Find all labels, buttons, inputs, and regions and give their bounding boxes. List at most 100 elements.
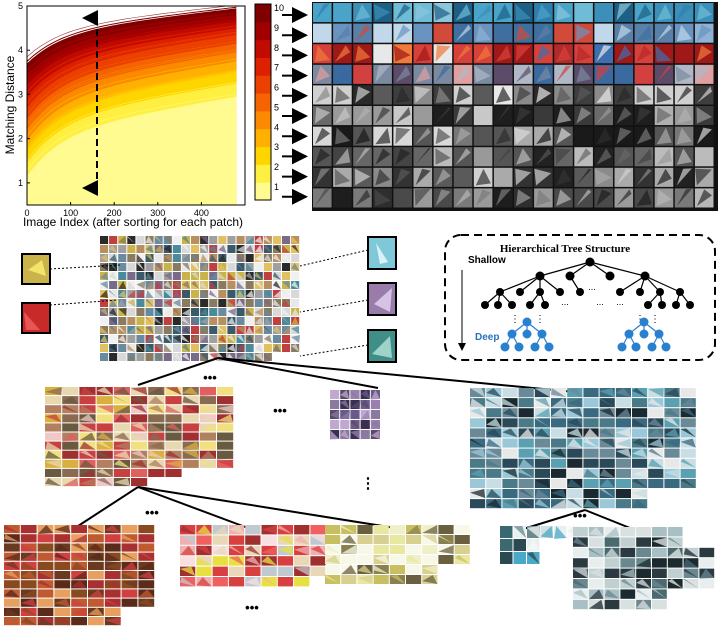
mosaic-texture [54,580,71,589]
patch-texture [415,107,431,124]
mosaic-texture [341,525,357,534]
patch-texture [576,45,592,62]
mosaic-texture [191,335,200,343]
patch-texture [415,4,431,21]
mosaic-cell [209,299,218,307]
mosaic-texture [217,414,234,423]
patch-texture [495,127,511,145]
mosaic-texture [422,555,438,564]
mosaic-texture [79,423,96,432]
mosaic-cell [4,598,20,607]
mosaic-texture [632,499,648,509]
mosaic-texture [113,414,130,423]
mosaic-cell [325,525,341,534]
mosaic-cell [636,527,651,537]
mosaic-texture [330,410,340,419]
patch-texture [475,4,491,21]
mosaic-cell [209,236,218,244]
mosaic-cell [236,317,245,325]
tree-node [537,329,547,339]
patch-texture [455,127,471,145]
mosaic-texture [163,299,173,307]
mosaic-cell [282,272,291,280]
mosaic-texture [599,478,615,488]
mosaic-cell [422,545,438,554]
mosaic-texture [228,545,245,556]
patch-texture [375,45,391,62]
mosaic-texture [282,254,291,262]
ellipsis-mark: ••• [245,600,259,615]
mosaic-cell [664,448,680,458]
patch-texture [696,107,712,124]
mosaic-texture [104,598,121,607]
mosaic-texture [263,290,272,298]
x-tick-label: 0 [24,208,29,218]
mosaic-texture [389,535,405,544]
y-axis-ticks: 1 2 3 4 5 [18,1,30,188]
mosaic-texture [254,281,263,289]
mosaic-texture [527,539,540,551]
mosaic-cell [209,335,218,343]
mosaic-cell [138,525,155,534]
mosaic-texture [236,272,245,281]
mosaic-cell [310,566,326,576]
mosaic-cell [37,598,54,607]
tree-node [640,271,650,281]
patch-texture [395,4,411,21]
patch-texture [335,65,351,83]
patch-texture [475,168,491,186]
mosaic-texture [263,326,272,334]
vertical-ellipsis-mark: ⋮ [361,475,376,492]
mosaic-cell [551,428,567,438]
patch-texture [655,45,672,62]
mosaic-texture [291,245,300,253]
mosaic-texture [680,428,696,438]
mosaic-texture [636,599,651,610]
mosaic-texture [502,408,518,418]
mosaic-texture [632,478,648,488]
mosaic-texture [282,326,291,334]
patch-texture [375,107,391,124]
patch-texture [676,86,692,103]
mosaic-texture [172,335,181,343]
mosaic-cell [165,432,182,441]
mosaic-texture [236,245,246,253]
tree-node [672,301,680,309]
x-axis-label: Image Index (after sorting for each patc… [23,215,243,229]
patch-texture [516,65,532,83]
mosaic-texture [4,589,20,598]
mosaic-cell [588,579,604,589]
tree-edge [499,275,541,293]
patch-texture [675,65,692,83]
patch-texture [315,3,331,21]
patch-texture [355,86,371,103]
mosaic-texture [136,290,145,298]
patch-texture [536,107,552,124]
colorbar-tick-label: 4 [274,122,279,132]
mosaic-texture [648,438,664,448]
mosaic-cell [100,353,109,361]
mosaic-cell [680,388,696,398]
mosaic-cell [228,566,245,576]
tree-vertical-dots: ⋮ [635,314,645,325]
mosaic-texture [218,272,227,280]
mosaic-texture [218,317,227,325]
mosaic-texture [109,290,118,298]
patch-texture [576,168,592,186]
mosaic-cell [131,441,148,450]
mosaic-cell [118,317,127,325]
patch-texture [355,45,371,62]
patch-texture [616,65,632,83]
mosaic-cell [620,558,636,568]
mosaic-texture [620,579,636,589]
mosaic-cell [652,568,667,578]
mosaic-texture [588,589,604,600]
mosaic-texture [96,432,113,441]
mosaic-texture [341,535,357,544]
mosaic-texture [486,448,502,458]
tree-node [481,301,489,309]
mosaic-texture [370,420,380,429]
patch-texture [435,24,451,42]
tree-node [536,288,544,296]
patch-texture [656,189,672,206]
